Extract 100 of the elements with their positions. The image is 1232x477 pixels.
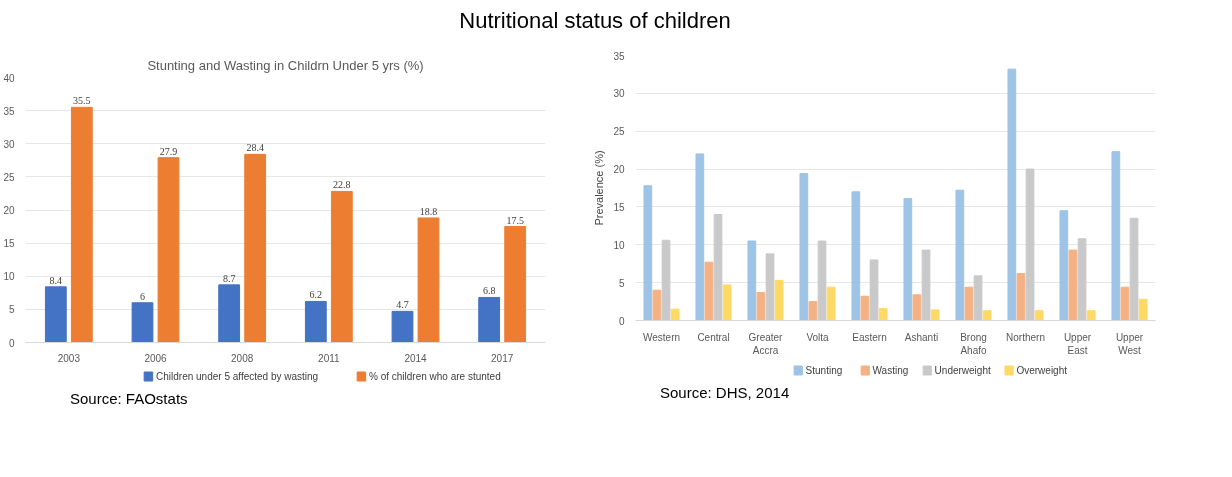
x-tick-label: 2003 [57,352,81,364]
bar [1077,238,1087,321]
y-tick-label: 25 [3,171,15,183]
chart-subtitle: Stunting and Wasting in Childrn Under 5 yrs (%) [147,57,424,73]
bar [670,308,680,321]
legend-label: Overweight [1016,365,1068,376]
x-tick-label: 2014 [404,352,428,364]
bar [1129,217,1139,321]
bar [774,279,784,321]
x-tick-label: Central [697,331,730,343]
bar [1034,310,1044,321]
x-tick-label: 2006 [144,352,168,364]
legend-label: % of children who are stunted [369,371,501,382]
y-axis-title: Prevalence (%) [593,150,606,226]
bar [417,217,440,343]
y-tick-label: 15 [613,201,625,213]
bar [704,261,714,321]
y-tick-label: 25 [613,126,625,138]
x-tick-label: Western [642,331,681,343]
x-tick-label: Ashanti [904,331,939,343]
bar [808,301,818,321]
bar [765,253,775,321]
bar [1111,151,1121,321]
bar [391,310,414,343]
bar [722,284,732,321]
bar [817,240,827,321]
bar [826,286,836,321]
y-tick-label: 0 [618,315,625,327]
source-note: Source: FAOstats [70,389,188,409]
data-label: 4.7 [396,299,409,311]
x-tick-label: Upper East [1063,331,1092,356]
data-label: 6 [140,290,145,302]
y-tick-label: 20 [613,164,625,176]
bar [930,309,940,321]
bar [652,289,662,321]
bar [1138,298,1148,321]
bar [747,240,757,321]
x-tick-label: 2011 [318,352,341,364]
bar [1068,249,1078,321]
y-tick-label: 15 [3,238,15,250]
bar [504,226,527,343]
bar [973,275,983,321]
bar [1007,68,1017,321]
x-tick-label: Upper West [1115,331,1144,356]
data-label: 8.4 [49,274,63,286]
x-tick-label: 2017 [491,352,514,364]
bar [903,198,913,321]
legend-label: Stunting [805,365,843,376]
bar [661,239,671,321]
x-tick-label: Northern [1006,331,1045,343]
y-tick-label: 30 [3,138,15,150]
bar [869,259,879,321]
data-label: 6.2 [309,289,323,301]
x-tick-label: Greater Accra [748,331,784,356]
bar [799,173,809,321]
bar [713,214,723,321]
data-label: 35.5 [73,95,91,107]
bar [982,310,992,321]
bar [131,302,154,343]
y-tick-label: 5 [8,304,15,316]
x-tick-label: 2008 [231,352,254,364]
y-tick-label: 35 [3,105,15,117]
bar [70,106,93,343]
x-tick-label: Eastern [852,331,887,343]
bar [860,295,870,321]
legend-label: Children under 5 affected by wasting [156,371,319,382]
bar [878,307,888,321]
bar [695,153,705,321]
data-label: 28.4 [246,142,264,154]
bar [157,157,180,343]
bar [1120,286,1130,321]
y-tick-label: 0 [8,337,15,349]
y-tick-label: 20 [3,205,15,216]
data-label: 6.8 [482,285,496,297]
data-label: 8.7 [222,272,236,284]
data-label: 27.9 [159,145,178,157]
y-tick-label: 10 [613,239,625,251]
bar [921,249,931,321]
y-tick-label: 10 [3,271,15,283]
bar [478,296,501,343]
x-tick-label: Volta [806,331,830,343]
legend-label: Underweight [934,365,991,376]
bar [218,284,241,343]
bar [1025,168,1035,321]
bar [1059,210,1069,321]
legend-label: Wasting [872,365,909,376]
y-tick-label: 30 [613,88,625,100]
y-tick-label: 40 [3,72,15,84]
bar [330,190,353,343]
x-tick-label: Brong Ahafo [960,331,987,356]
bar [955,189,965,321]
bar [964,286,974,321]
data-label: 18.8 [419,205,438,217]
source-note: Source: DHS, 2014 [660,383,790,403]
y-tick-label: 35 [613,50,625,62]
text: Nutritional status of children [459,7,731,35]
bar [851,191,861,321]
bar [44,286,67,343]
bar [1086,310,1096,321]
bar [1016,273,1026,321]
